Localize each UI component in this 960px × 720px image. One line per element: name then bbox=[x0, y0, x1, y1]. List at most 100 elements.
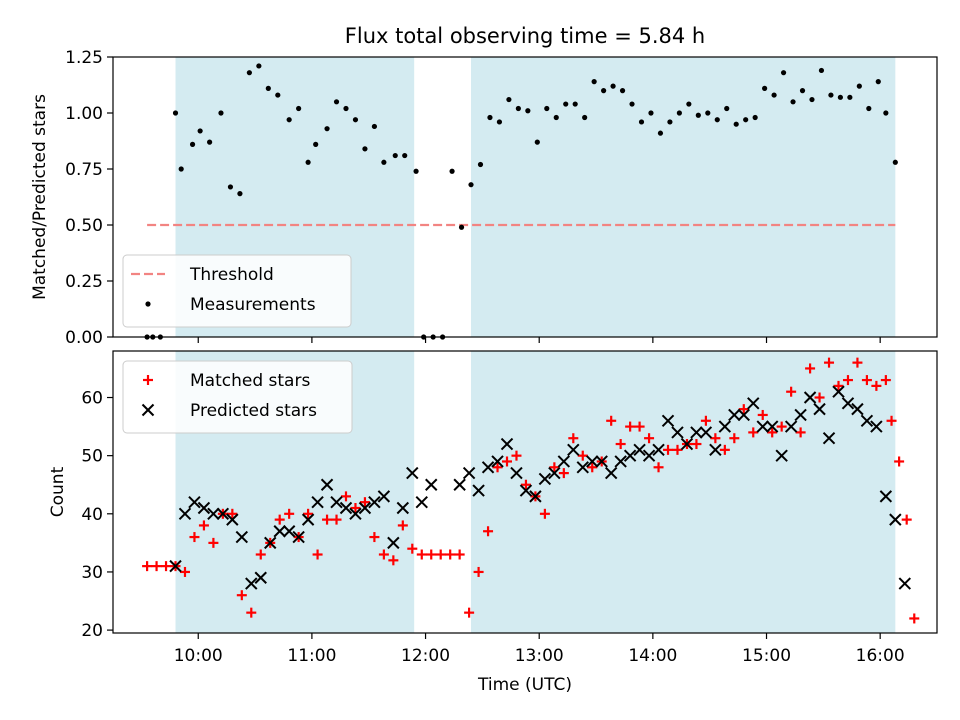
matched-stars-point bbox=[824, 357, 835, 368]
measurement-point bbox=[837, 94, 843, 100]
predicted-stars-point bbox=[898, 577, 912, 590]
ratio-axes-frame bbox=[112, 56, 938, 338]
predicted-stars-point bbox=[661, 414, 675, 427]
predicted-stars-point bbox=[623, 449, 637, 462]
matched-stars-point bbox=[426, 549, 437, 560]
matched-stars-point bbox=[303, 508, 314, 519]
measurement-point bbox=[496, 119, 503, 125]
measurement-point bbox=[506, 96, 512, 103]
measurement-point bbox=[591, 79, 597, 85]
measurement-point bbox=[762, 85, 768, 91]
predicted-stars-point bbox=[226, 513, 239, 526]
matched-stars-point bbox=[886, 415, 897, 426]
predicted-stars-point bbox=[178, 507, 192, 521]
predicted-stars-point bbox=[851, 402, 864, 416]
x-tick-label: 16:00 bbox=[856, 646, 905, 666]
predicted-stars-point bbox=[207, 507, 220, 521]
y-tick-label: 1.25 bbox=[65, 48, 103, 68]
matched-stars-point bbox=[407, 543, 418, 554]
measurement-point bbox=[286, 117, 292, 123]
measurement-point bbox=[392, 152, 398, 159]
measurement-point bbox=[686, 101, 692, 107]
measurement-point bbox=[553, 114, 559, 121]
legend-box bbox=[122, 360, 353, 434]
predicted-stars-point bbox=[879, 490, 893, 503]
observing-interval-2 bbox=[471, 351, 896, 633]
matched-stars-point bbox=[861, 375, 872, 386]
matched-stars-point bbox=[587, 462, 598, 473]
predicted-stars-point bbox=[548, 466, 561, 480]
predicted-stars-point bbox=[690, 426, 703, 439]
predicted-stars-point bbox=[642, 449, 656, 462]
count-points bbox=[142, 357, 920, 624]
matched-stars-point bbox=[161, 561, 172, 572]
y-tick-label: 20 bbox=[81, 621, 103, 641]
predicted-stars-point bbox=[273, 525, 286, 538]
predicted-stars-point bbox=[169, 559, 182, 573]
matched-stars-point bbox=[880, 375, 891, 386]
matched-stars-point bbox=[568, 433, 579, 444]
measurement-point bbox=[563, 101, 569, 107]
count-legend: Matched stars Predicted stars bbox=[122, 360, 353, 434]
predicted-stars-point bbox=[264, 536, 277, 550]
matched-stars-point bbox=[369, 532, 380, 543]
predicted-stars-point bbox=[292, 530, 305, 544]
x-tick-label: 11:00 bbox=[287, 646, 336, 666]
observing-intervals bbox=[175, 57, 896, 337]
matched-stars-point bbox=[805, 363, 816, 374]
predicted-stars-point bbox=[415, 495, 428, 509]
legend-box bbox=[122, 254, 352, 328]
predicted-stars-point bbox=[775, 449, 788, 462]
matched-stars-point bbox=[388, 555, 399, 566]
matched-stars-point bbox=[464, 607, 475, 618]
matched-stars-point bbox=[625, 421, 636, 432]
measurement-point bbox=[402, 152, 408, 159]
matched-stars-point bbox=[473, 566, 484, 577]
predicted-stars-point bbox=[803, 391, 817, 404]
y-tick-label: 0.75 bbox=[65, 160, 103, 180]
predicted-stars-point bbox=[889, 513, 902, 526]
matched-stars-point bbox=[246, 607, 257, 618]
matched-stars-point bbox=[691, 439, 702, 450]
count-y-ticks: 20 30 40 50 60 bbox=[81, 389, 113, 641]
y-tick-label: 40 bbox=[81, 505, 103, 525]
predicted-stars-point bbox=[794, 408, 807, 422]
x-tick-label: 14:00 bbox=[628, 646, 677, 666]
measurement-point bbox=[676, 110, 682, 116]
measurement-point bbox=[449, 168, 455, 174]
matched-stars-point bbox=[312, 549, 323, 560]
matched-stars-point bbox=[255, 549, 266, 560]
measurement-point bbox=[619, 88, 626, 94]
measurement-point bbox=[883, 110, 889, 116]
matched-stars-point bbox=[852, 357, 863, 368]
measurement-point bbox=[246, 70, 252, 76]
measurement-point bbox=[237, 191, 243, 197]
y-tick-label: 0.50 bbox=[65, 216, 103, 236]
predicted-stars-point bbox=[491, 455, 504, 468]
matched-stars-point bbox=[198, 520, 209, 531]
count-panel: 20 30 40 50 60 10:00 11:00 12:00 13:00 14:00 15:0… bbox=[48, 350, 938, 695]
measurement-point bbox=[313, 141, 319, 147]
measurement-point bbox=[525, 108, 531, 114]
measurement-point bbox=[818, 67, 825, 74]
predicted-stars-point bbox=[604, 466, 618, 480]
predicted-stars-point bbox=[330, 495, 343, 509]
count-y-axis-label: Count bbox=[48, 466, 68, 517]
matched-stars-point bbox=[397, 520, 408, 531]
matched-stars-point bbox=[795, 427, 806, 438]
y-tick-label: 0.25 bbox=[65, 272, 103, 292]
matched-stars-point bbox=[511, 450, 522, 461]
measurement-point bbox=[371, 123, 378, 130]
matched-stars-point bbox=[435, 549, 446, 560]
matched-stars-point bbox=[350, 502, 361, 513]
predicted-stars-point bbox=[320, 478, 334, 491]
matched-stars-point bbox=[502, 456, 513, 467]
legend-matched-swatch bbox=[143, 375, 153, 385]
measurement-point bbox=[265, 85, 271, 91]
matched-stars-point bbox=[539, 508, 550, 519]
measurement-point bbox=[572, 101, 578, 107]
predicted-stars-point bbox=[671, 426, 684, 439]
predicted-stars-point bbox=[614, 455, 627, 468]
predicted-stars-point bbox=[737, 408, 750, 422]
measurement-point bbox=[705, 110, 711, 116]
